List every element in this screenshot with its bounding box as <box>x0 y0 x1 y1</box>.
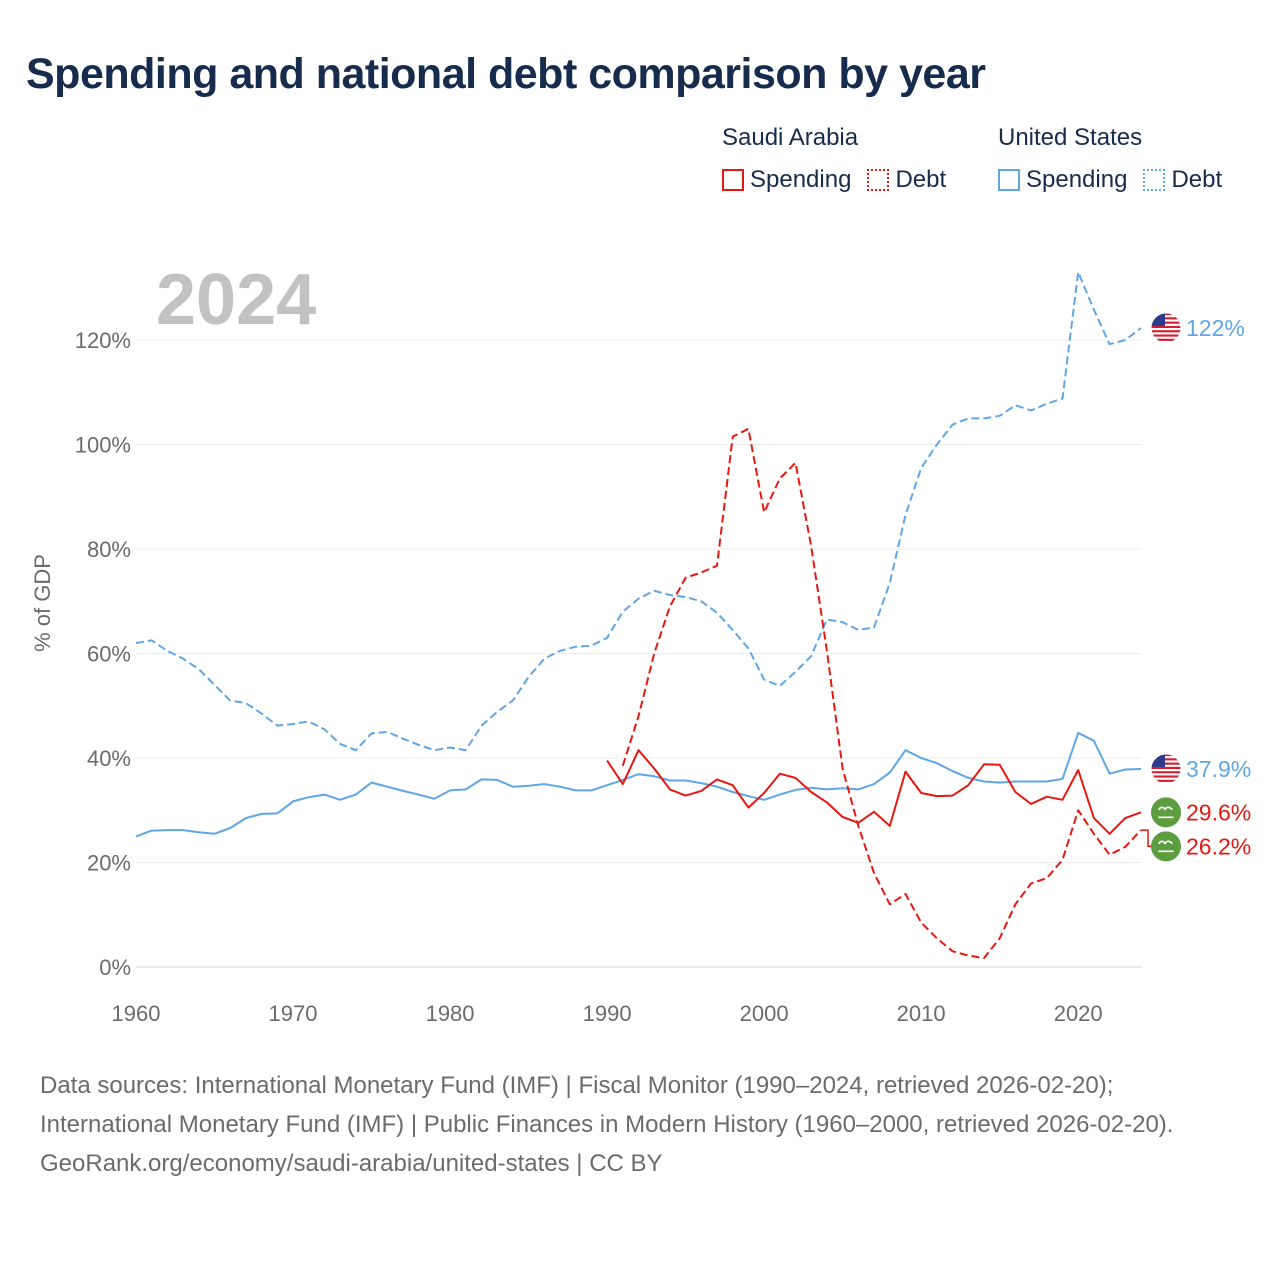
y-axis-label: % of GDP <box>30 554 55 652</box>
legend-item-us-debt[interactable]: Debt <box>1143 166 1222 194</box>
legend-item-us-spending[interactable]: Spending <box>998 166 1127 194</box>
y-tick-label: 80% <box>87 537 131 562</box>
y-tick-label: 40% <box>87 746 131 771</box>
flag-stripe <box>1151 330 1181 333</box>
x-tick-label: 1960 <box>112 1001 161 1026</box>
flag-stripe <box>1151 317 1181 320</box>
saudi-flag-icon <box>1151 797 1181 828</box>
flag-stripe <box>1151 758 1181 761</box>
flag-stripe <box>1151 325 1181 329</box>
data-sources-text: Data sources: International Monetary Fun… <box>40 1072 1174 1138</box>
legend-item-label: Spending <box>750 166 852 193</box>
x-tick-label: 2000 <box>740 1001 789 1026</box>
flag-stripe <box>1151 312 1181 316</box>
year-watermark: 2024 <box>156 260 316 340</box>
saudi-arabia-spending-line <box>606 749 1142 835</box>
flag-emblem <box>1158 806 1174 819</box>
y-tick-label: 120% <box>75 328 131 353</box>
legend-item-label: Spending <box>1026 166 1128 193</box>
chart-title: Spending and national debt comparison by… <box>26 50 986 98</box>
x-tick-label: 1990 <box>583 1001 632 1026</box>
solid-line-swatch-icon <box>722 169 744 191</box>
line-chart: 2024 0% 20% 40% 60% 80% 100% 120% 1960 1970 1980 19… <box>30 260 1251 1026</box>
legend-item-saudi-debt[interactable]: Debt <box>867 166 946 194</box>
united-states-debt-line <box>135 271 1142 752</box>
y-tick-label: 60% <box>87 642 131 667</box>
flag-stripe <box>1151 771 1181 774</box>
flag-field <box>1151 831 1181 862</box>
x-tick-label: 1980 <box>426 1001 475 1026</box>
legend-group-title: Saudi Arabia <box>722 124 859 151</box>
flag-stripe <box>1151 321 1181 324</box>
flag-border <box>1150 312 1182 344</box>
end-value-label: 37.9% <box>1186 756 1251 782</box>
end-value-label: 26.2% <box>1186 833 1251 859</box>
flag-emblem <box>1158 840 1174 853</box>
label-connector <box>1141 829 1153 848</box>
legend-group-saudi-arabia: Saudi Arabia Spending Debt <box>722 124 946 194</box>
us-flag-icon <box>1150 753 1182 785</box>
flag-stripe <box>1151 775 1181 778</box>
dotted-line-swatch-icon <box>867 169 890 191</box>
legend-group-title: United States <box>998 124 1143 151</box>
flag-stripe <box>1151 762 1181 765</box>
chart-footer: Data sources: International Monetary Fun… <box>40 1066 1250 1183</box>
solid-line-swatch-icon <box>998 169 1020 191</box>
dotted-line-swatch-icon <box>1143 169 1166 191</box>
y-tick-label: 0% <box>99 955 131 980</box>
flag-stripe <box>1151 753 1181 757</box>
flag-field <box>1151 797 1181 828</box>
y-tick-label: 100% <box>75 433 131 458</box>
flag-stripe <box>1151 779 1181 782</box>
legend-item-label: Debt <box>895 166 947 193</box>
credit-link[interactable]: GeoRank.org/economy/saudi-arabia/united-… <box>40 1150 663 1177</box>
end-value-label: 122% <box>1186 315 1245 341</box>
flag-stripe <box>1151 334 1181 337</box>
us-flag-icon <box>1150 312 1182 344</box>
flag-stripe <box>1151 766 1181 770</box>
saudi-arabia-debt-line <box>621 427 1142 960</box>
x-tick-label: 1970 <box>269 1001 318 1026</box>
legend-item-label: Debt <box>1171 166 1223 193</box>
end-value-label: 29.6% <box>1186 799 1251 825</box>
y-tick-label: 20% <box>87 851 131 876</box>
x-tick-label: 2020 <box>1054 1001 1103 1026</box>
legend-group-united-states: United States Spending Debt <box>998 124 1222 194</box>
legend-item-saudi-spending[interactable]: Spending <box>722 166 851 194</box>
united-states-spending-line <box>135 731 1142 838</box>
flag-border <box>1150 753 1182 785</box>
x-tick-label: 2010 <box>897 1001 946 1026</box>
flag-stripe <box>1151 338 1181 341</box>
saudi-flag-icon <box>1151 831 1181 862</box>
